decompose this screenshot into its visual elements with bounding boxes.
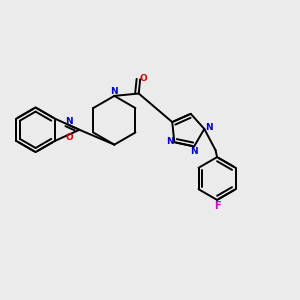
Text: F: F <box>214 202 220 212</box>
Text: N: N <box>205 124 213 133</box>
Text: N: N <box>166 137 173 146</box>
Text: N: N <box>190 147 197 156</box>
Text: N: N <box>110 87 118 96</box>
Text: N: N <box>65 117 73 126</box>
Text: O: O <box>66 133 74 142</box>
Text: O: O <box>140 74 148 83</box>
